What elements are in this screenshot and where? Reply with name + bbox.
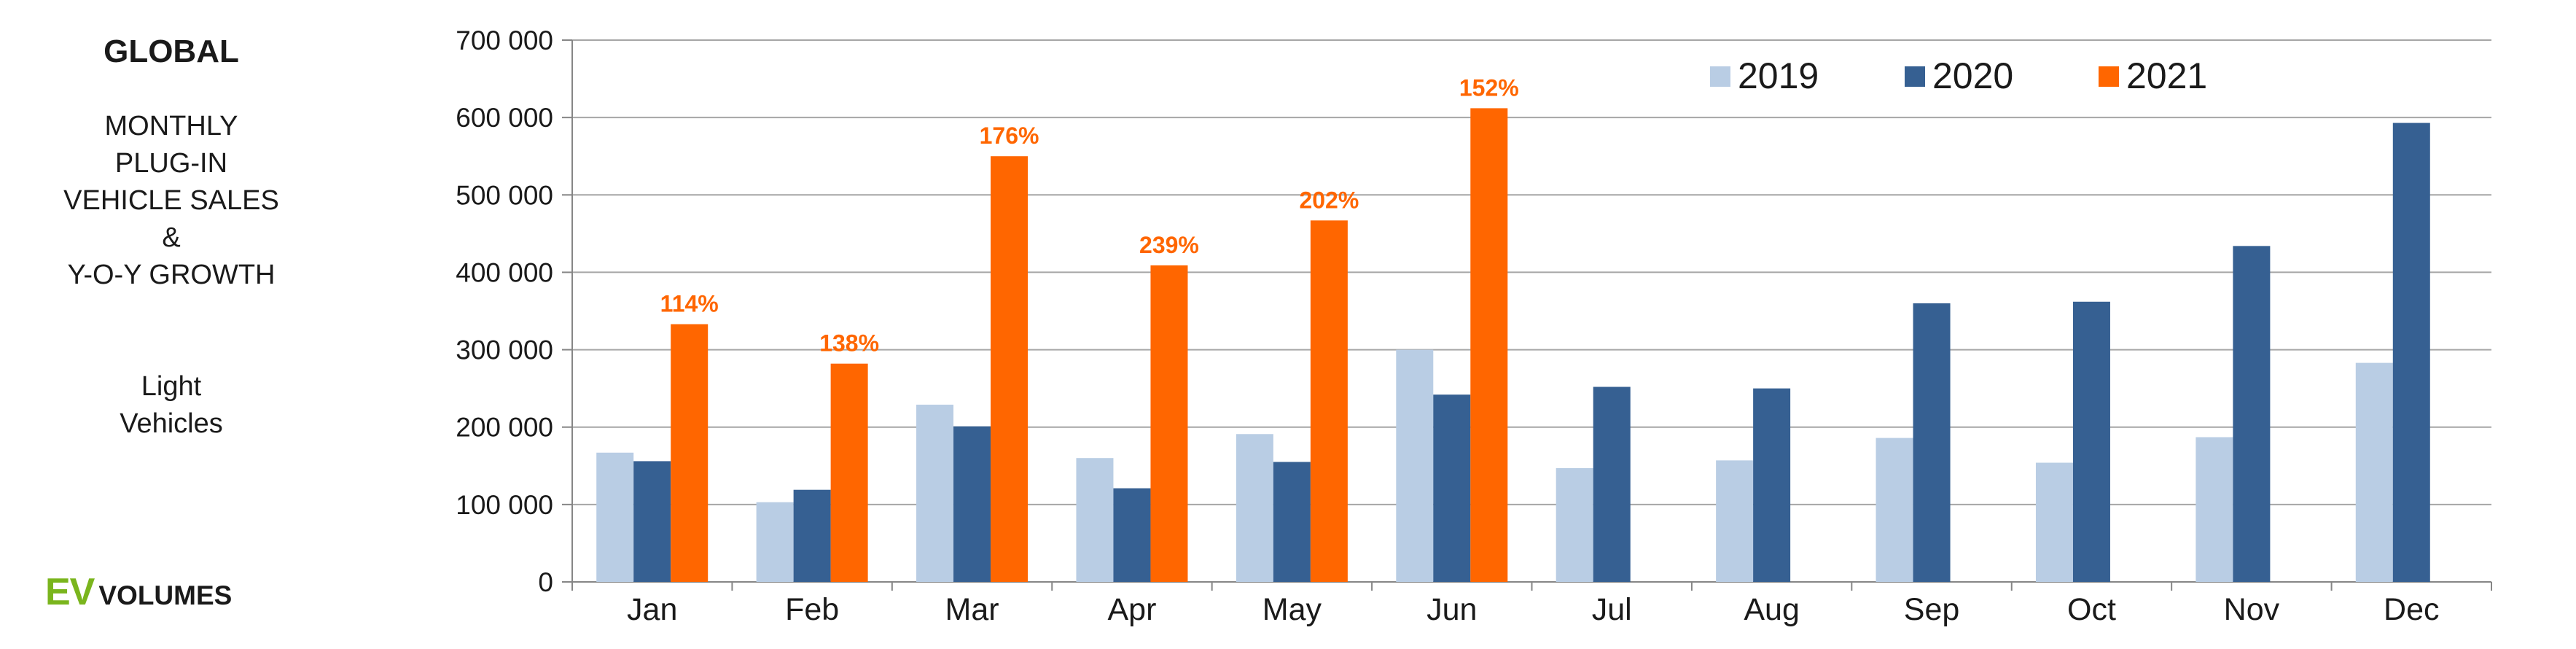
x-tick-label: Nov bbox=[2224, 592, 2280, 627]
legend-swatch-2019 bbox=[1710, 66, 1730, 87]
bar-2020-Apr bbox=[1113, 488, 1151, 582]
y-tick-label: 200 000 bbox=[456, 413, 553, 443]
y-tick-label: 100 000 bbox=[456, 490, 553, 520]
bar-2020-Aug bbox=[1753, 388, 1791, 582]
bar-2020-Nov bbox=[2233, 246, 2271, 582]
bar-2019-May bbox=[1236, 434, 1273, 582]
bar-2019-Apr bbox=[1076, 458, 1114, 582]
page-title: GLOBAL bbox=[104, 34, 239, 69]
chart-subtitle: MONTHLY PLUG-IN VEHICLE SALES & Y-O-Y GR… bbox=[0, 108, 343, 294]
x-tick-label: Apr bbox=[1107, 592, 1156, 627]
x-tick-label: Jul bbox=[1592, 592, 1632, 627]
y-tick-label: 600 000 bbox=[456, 103, 553, 133]
segment-line: Light bbox=[141, 371, 202, 402]
bar-2019-Mar bbox=[916, 404, 954, 582]
x-tick-label: May bbox=[1262, 592, 1322, 627]
y-tick-label: 400 000 bbox=[456, 257, 553, 287]
x-tick-label: Sep bbox=[1904, 592, 1960, 627]
legend-swatch-2021 bbox=[2099, 66, 2119, 87]
bar-2019-Jul bbox=[1556, 467, 1593, 582]
legend-label-2019: 2019 bbox=[1738, 55, 1819, 96]
bar-2019-Jun bbox=[1396, 349, 1434, 582]
growth-label: 239% bbox=[1139, 232, 1199, 258]
x-tick-label: Feb bbox=[785, 592, 839, 627]
ev-volumes-logo: EV VOLUMES bbox=[45, 570, 232, 614]
x-tick-label: Jan bbox=[627, 592, 677, 627]
subtitle-line: MONTHLY bbox=[104, 111, 238, 141]
left-panel: GLOBAL MONTHLY PLUG-IN VEHICLE SALES & Y… bbox=[0, 0, 343, 649]
y-tick-label: 300 000 bbox=[456, 335, 553, 365]
bar-2021-Apr bbox=[1150, 265, 1188, 582]
bar-2020-Jun bbox=[1433, 395, 1471, 582]
bar-2019-Feb bbox=[756, 502, 794, 582]
legend-label-2020: 2020 bbox=[1932, 55, 2013, 96]
bar-2020-Jul bbox=[1593, 386, 1631, 582]
x-tick-label: Jun bbox=[1426, 592, 1477, 627]
y-tick-label: 0 bbox=[538, 567, 553, 597]
growth-label: 176% bbox=[980, 123, 1039, 149]
bar-2020-Mar bbox=[953, 426, 991, 582]
x-tick-label: Mar bbox=[945, 592, 999, 627]
bar-2021-Mar bbox=[991, 156, 1029, 582]
y-tick-label: 500 000 bbox=[456, 180, 553, 210]
bar-2021-May bbox=[1310, 220, 1348, 582]
subtitle-line: Y-O-Y GROWTH bbox=[67, 260, 276, 290]
bar-2020-Dec bbox=[2392, 123, 2430, 582]
x-tick-label: Dec bbox=[2384, 592, 2439, 627]
segment-label: Light Vehicles bbox=[0, 368, 343, 443]
bar-2019-Oct bbox=[2035, 462, 2073, 582]
legend-swatch-2020 bbox=[1905, 66, 1925, 87]
bar-2020-Sep bbox=[1913, 303, 1951, 582]
bar-2019-Jan bbox=[596, 452, 634, 582]
bar-2021-Jun bbox=[1470, 108, 1508, 583]
growth-label: 114% bbox=[660, 291, 719, 317]
x-tick-label: Oct bbox=[2067, 592, 2116, 627]
subtitle-line: PLUG-IN bbox=[114, 148, 228, 179]
bar-2019-Dec bbox=[2355, 362, 2393, 582]
subtitle-line: VEHICLE SALES bbox=[63, 185, 279, 216]
bar-2019-Aug bbox=[1716, 460, 1754, 582]
bar-2020-Oct bbox=[2072, 301, 2110, 582]
legend-label-2021: 2021 bbox=[2126, 55, 2207, 96]
bar-2020-Feb bbox=[793, 489, 831, 582]
growth-label: 138% bbox=[819, 330, 879, 357]
segment-line: Vehicles bbox=[120, 408, 223, 439]
subtitle-line: & bbox=[162, 222, 181, 253]
bar-2020-May bbox=[1273, 462, 1311, 582]
bar-2021-Feb bbox=[830, 363, 868, 582]
growth-label: 202% bbox=[1299, 187, 1359, 213]
bar-2021-Jan bbox=[671, 324, 709, 582]
bar-2019-Nov bbox=[2196, 437, 2233, 582]
logo-volumes: VOLUMES bbox=[98, 580, 233, 610]
y-tick-label: 700 000 bbox=[456, 26, 553, 55]
growth-label: 152% bbox=[1459, 74, 1519, 101]
bar-2020-Jan bbox=[633, 461, 671, 582]
logo-ev: EV bbox=[45, 571, 95, 613]
x-tick-label: Aug bbox=[1744, 592, 1800, 627]
bar-2019-Sep bbox=[1876, 438, 1913, 582]
